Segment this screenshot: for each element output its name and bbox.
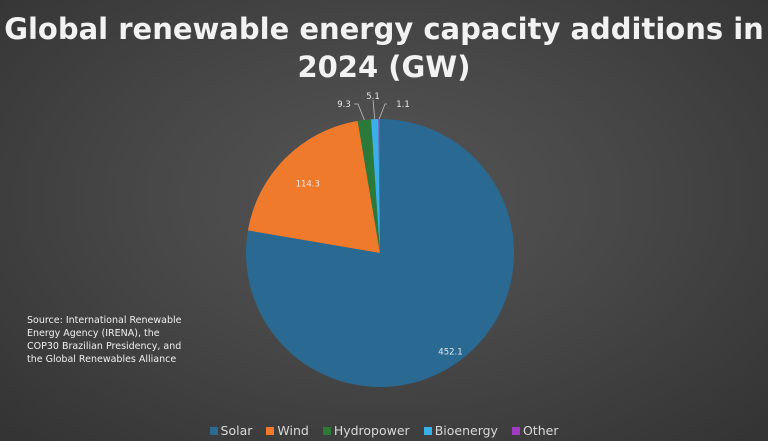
legend-item-bioenergy: Bioenergy — [423, 423, 498, 438]
legend-swatch — [511, 426, 520, 435]
leader-line-hydropower — [354, 103, 365, 121]
slice-hydropower — [357, 119, 380, 253]
leader-line-other — [378, 103, 387, 120]
legend-label: Hydropower — [333, 423, 410, 438]
legend-swatch — [322, 426, 331, 435]
legend-item-solar: Solar — [209, 423, 253, 438]
legend-label: Wind — [277, 423, 309, 438]
leader-line-bioenergy — [372, 99, 376, 120]
data-label-bioenergy: 5.1 — [366, 92, 380, 102]
slice-wind — [247, 120, 380, 254]
legend-label: Bioenergy — [434, 423, 498, 438]
slice-other — [378, 119, 380, 253]
data-label-other: 1.1 — [396, 100, 410, 110]
legend-item-other: Other — [511, 423, 559, 438]
legend-item-hydropower: Hydropower — [322, 423, 410, 438]
legend-swatch — [423, 426, 432, 435]
legend: Solar Wind Hydropower Bioenergy Other — [0, 423, 768, 438]
data-label-hydropower: 9.3 — [337, 100, 351, 110]
slice-bioenergy — [371, 119, 380, 253]
legend-label: Solar — [220, 423, 253, 438]
data-label-solar: 452.1 — [438, 348, 462, 358]
legend-swatch — [209, 426, 218, 435]
chart-title: Global renewable energy capacity additio… — [4, 12, 764, 84]
data-label-wind: 114.3 — [296, 180, 320, 190]
legend-label: Other — [522, 423, 559, 438]
source-annotation: Source: International Renewable Energy A… — [27, 315, 182, 365]
legend-swatch — [266, 426, 275, 435]
legend-item-wind: Wind — [266, 423, 309, 438]
